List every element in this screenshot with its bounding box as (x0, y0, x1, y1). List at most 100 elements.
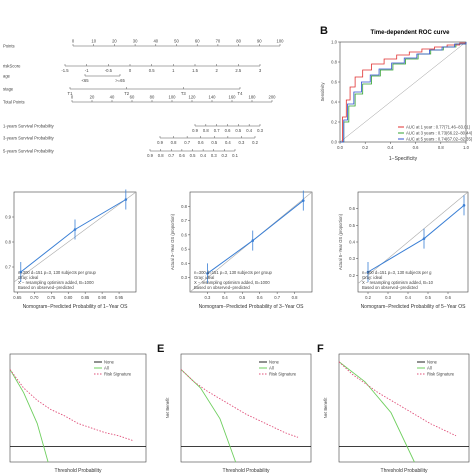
x-axis-label: Threshold Probability (381, 468, 428, 474)
y-tick-label: 0.7 (5, 265, 11, 270)
y-tick-label: 0.2 (331, 120, 337, 125)
panel-letter-b: B (320, 25, 328, 37)
legend-entry: AUC at 3 years : 0.73(66.22−80.44) (406, 131, 473, 136)
nomogram-tick-label: 0.6 (225, 128, 231, 133)
panel-letter-f: F (317, 343, 324, 355)
nomogram-row-label: 5-years Survival Probability (3, 149, 55, 154)
nomogram-row-label: Total Points (3, 100, 25, 105)
calibration-1yr-chart: 0.65 0.70 0.75 0.80 0.85 0.90 0.95 0.7 0.8 0.9 Nom… (5, 189, 137, 310)
nomogram-row-label: 1-years Survival Probability (3, 124, 55, 129)
nomogram-tick-label: -1 (85, 68, 89, 73)
y-tick-label: 0.3 (349, 256, 355, 261)
x-tick-label: 0.90 (98, 295, 107, 300)
nomogram-tick-label: -0.5 (105, 68, 113, 73)
nomogram-tick-label: 60 (130, 95, 135, 100)
x-tick-label: 0.2 (365, 295, 371, 300)
nomogram-tick-label: >=65 (115, 78, 125, 83)
dca-e-chart: Threshold Probability Net Benefit NoneAllR… (165, 353, 312, 474)
nomogram-tick-label: 0 (72, 39, 75, 44)
dca-line (338, 361, 415, 463)
nomogram-tick-label: 0.7 (214, 128, 220, 133)
reference-diagonal (339, 41, 467, 143)
legend-entry: Risk Signature (104, 372, 132, 377)
nomogram-tick-label: 0.3 (239, 140, 245, 145)
calibration-note: n=300 d=151 p=3, 130 subjects per group (194, 270, 273, 275)
legend-entry: All (427, 366, 432, 371)
nomogram-tick-label: <65 (81, 78, 89, 83)
y-tick-label: 0.8 (181, 204, 187, 209)
nomogram-tick-label: T3 (181, 91, 187, 96)
nomogram-tick-label: 0.8 (171, 140, 177, 145)
dca-e-panel: E Threshold Probability Net Benefit NoneAl… (157, 343, 312, 474)
nomogram-tick-label: 0.1 (232, 153, 238, 158)
x-tick-label: 0.65 (13, 295, 22, 300)
legend-entry: Risk Signature (269, 372, 297, 377)
nomogram-tick-label: 0.3 (211, 153, 217, 158)
nomogram-tick-label: 40 (153, 39, 158, 44)
nomogram-row-label: Points (3, 44, 15, 49)
roc-title: Time-dependent ROC curve (371, 30, 451, 36)
nomogram-tick-label: 60 (195, 39, 200, 44)
x-tick-label: 0.0 (337, 145, 343, 150)
nomogram-tick-label: 10 (91, 39, 96, 44)
x-tick-label: 0.5 (425, 295, 431, 300)
x-tick-label: 0.5 (239, 295, 245, 300)
calibration-note: Gray: ideal (362, 275, 382, 280)
nomogram-tick-label: 0.9 (147, 153, 153, 158)
nomogram-tick-label: 0 (71, 95, 74, 100)
x-axis-label: 1−Specificity (389, 156, 418, 162)
nomogram-tick-label: 0.7 (184, 140, 190, 145)
nomogram-tick-label: 0.2 (252, 140, 258, 145)
calibration-note: X − resampling optimism added, B=1000 (194, 280, 270, 285)
nomogram-tick-label: 0.9 (192, 128, 198, 133)
plot-frame (189, 191, 313, 293)
nomogram-tick-label: 30 (133, 39, 138, 44)
dca-line (180, 369, 299, 438)
x-tick-label: 0.3 (385, 295, 391, 300)
nomogram-tick-label: 80 (236, 39, 241, 44)
calibration-point (422, 237, 426, 240)
legend-entry: All (269, 366, 274, 371)
nomogram-tick-label: 180 (249, 95, 257, 100)
x-axis-label: Threshold Probability (55, 468, 102, 474)
x-tick-label: 0.8 (292, 295, 298, 300)
y-tick-label: 0.5 (349, 223, 355, 228)
y-tick-label: 0.4 (349, 240, 355, 245)
nomogram-tick-label: 20 (90, 95, 95, 100)
legend-entry: None (427, 360, 438, 365)
nomogram-tick-label: 140 (209, 95, 217, 100)
nomogram-tick-label: -1.5 (61, 68, 69, 73)
y-tick-label: 0.4 (331, 100, 337, 105)
nomogram-tick-label: 0.5 (211, 140, 217, 145)
y-tick-label: 0.6 (331, 80, 337, 85)
dca-line (180, 369, 237, 463)
nomogram-tick-label: 0.8 (158, 153, 164, 158)
plot-frame (339, 41, 467, 143)
nomogram-tick-label: 200 (269, 95, 277, 100)
dca-line (9, 369, 49, 463)
plot-frame (180, 353, 312, 463)
plot-frame (338, 353, 470, 463)
legend-entry: AUC at 5 years : 0.74(67.02−82.35) (406, 137, 473, 142)
legend-entry: All (104, 366, 109, 371)
roc-curve (340, 42, 467, 143)
nomogram-tick-label: 0.8 (203, 128, 209, 133)
dca-line (338, 361, 457, 437)
y-tick-label: 0.3 (181, 275, 187, 280)
y-tick-label: 0.9 (5, 215, 11, 220)
dca-f-chart: Threshold Probability Net Benefit NoneAllR… (323, 353, 470, 474)
y-axis-label: Net Benefit (165, 397, 170, 419)
x-tick-label: 0.7 (274, 295, 280, 300)
calibration-line (367, 204, 465, 273)
x-tick-label: 0.4 (405, 295, 411, 300)
legend-entry: Risk Signature (427, 372, 455, 377)
calibration-3yr-chart: 0.3 0.4 0.5 0.6 0.7 0.8 0.3 0.4 0.5 0.6 0.7 0.8 Nomo… (170, 190, 313, 310)
nomogram-tick-label: 1 (172, 68, 175, 73)
y-tick-label: 0.8 (5, 240, 11, 245)
roc-chart: 0.0 0.2 0.4 0.6 0.8 1.0 0.0 0.2 0.4 0.6 0.8 1.0 1−Sp… (320, 40, 473, 163)
nomogram-tick-label: 120 (189, 95, 197, 100)
nomogram-row-label: riskScore (3, 64, 21, 69)
calibration-note: n=300 d=151 p=3, 130 subjects per group (18, 270, 97, 275)
x-tick-label: 0.70 (30, 295, 39, 300)
